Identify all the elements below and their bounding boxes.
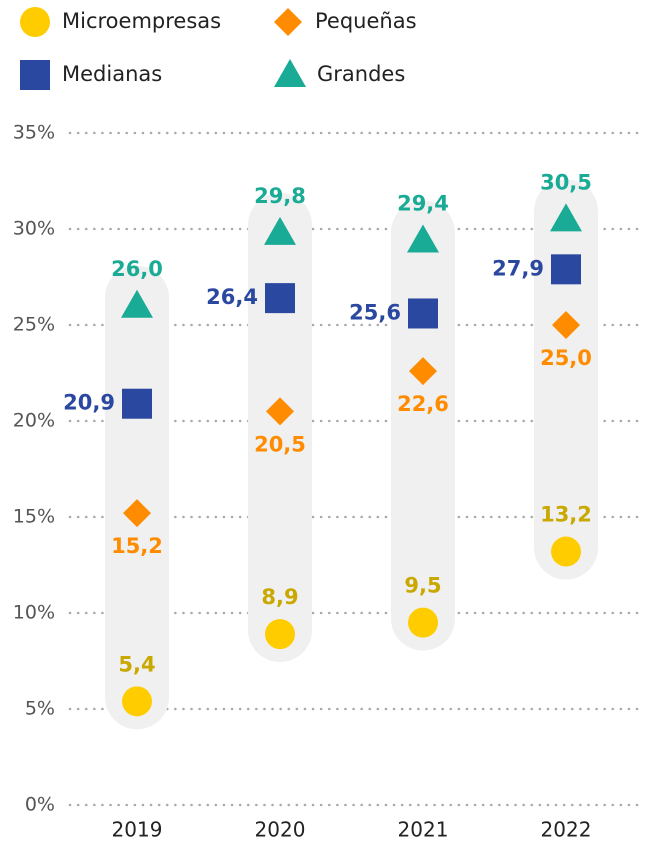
data-point [265,619,295,650]
value-label: 25,6 [349,300,401,324]
legend-marker [20,60,50,90]
y-tick-label: 25% [13,314,55,336]
value-label: 29,4 [397,192,449,216]
value-label: 5,4 [118,652,155,676]
value-label: 27,9 [492,256,544,280]
value-label: 20,5 [254,432,306,456]
legend-label: Grandes [317,62,405,86]
value-label: 13,2 [540,503,592,527]
y-tick-label: 0% [25,794,55,816]
data-point [122,686,152,717]
data-point [550,203,582,232]
y-tick-label: 15% [13,506,55,528]
data-point [409,357,437,386]
data-point [265,283,295,314]
y-tick-label: 10% [13,602,55,624]
y-tick-label: 5% [25,698,55,720]
value-label: 22,6 [397,392,449,416]
y-tick-label: 35% [13,122,55,144]
category-band [534,179,598,580]
legend-label: Microempresas [62,9,221,33]
legend-marker [274,8,302,36]
x-tick-label: 2020 [255,818,306,842]
legend-marker [274,59,306,87]
value-label: 25,0 [540,346,592,370]
value-label: 30,5 [540,170,592,194]
legend-label: Medianas [62,62,162,86]
category-band [391,200,455,651]
value-label: 26,0 [111,257,163,281]
data-point [552,311,580,339]
y-tick-label: 20% [13,410,55,432]
value-label: 20,9 [63,391,115,415]
data-point [408,298,438,329]
legend-label: Pequeñas [315,9,417,33]
x-tick-label: 2019 [112,818,163,842]
category-band [105,265,169,730]
data-point [123,499,151,528]
value-label: 29,8 [254,184,306,208]
x-tick-label: 2021 [398,818,449,842]
data-point [264,216,296,245]
data-point [551,254,581,285]
data-point [121,289,153,318]
value-label: 15,2 [111,534,163,558]
legend-marker [20,7,50,37]
category-band [248,192,312,663]
value-label: 9,5 [404,574,441,598]
data-point [408,607,438,638]
value-label: 26,4 [206,285,258,309]
x-tick-label: 2022 [541,818,592,842]
y-tick-label: 30% [13,218,55,240]
data-point [407,224,439,253]
data-point [551,536,581,567]
data-point [122,388,152,419]
value-label: 8,9 [261,585,298,609]
data-point [266,397,294,426]
